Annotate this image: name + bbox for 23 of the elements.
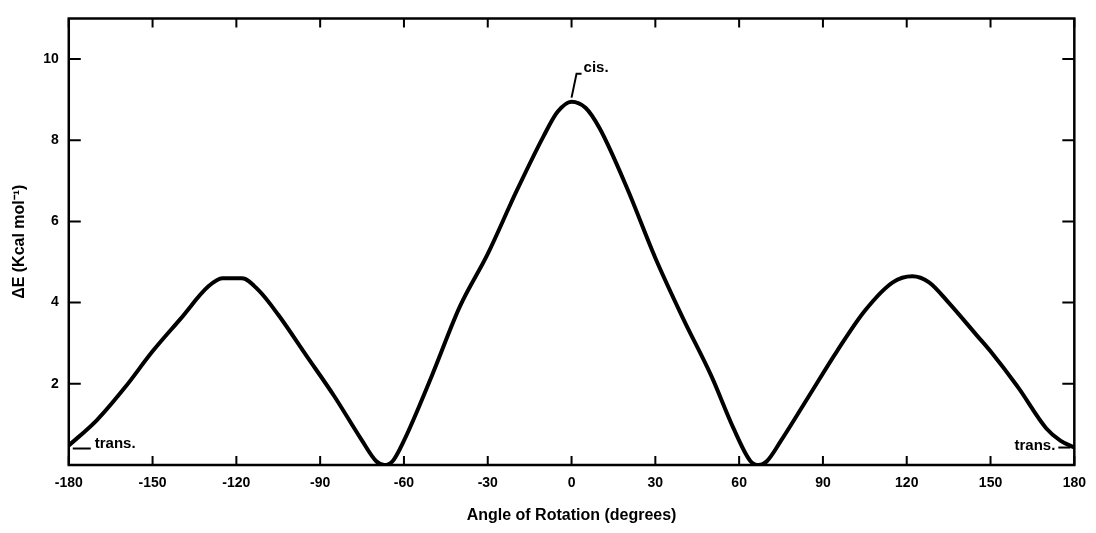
x-axis-title: Angle of Rotation (degrees) xyxy=(466,505,677,523)
y-tick-label: 4 xyxy=(50,293,59,310)
x-tick-label: -180 xyxy=(54,474,83,491)
x-tick-label: -90 xyxy=(310,474,331,491)
x-tick-label: -60 xyxy=(393,474,415,491)
y-tick-label: 2 xyxy=(50,374,59,391)
x-tick-label: 180 xyxy=(1062,474,1087,491)
x-tick-label: 0 xyxy=(567,474,576,491)
annotation: trans. xyxy=(94,433,136,451)
x-tick-label: 150 xyxy=(978,474,1003,491)
y-tick-label: 8 xyxy=(50,131,59,148)
x-tick-label: 60 xyxy=(731,474,748,491)
x-tick-label: 120 xyxy=(895,474,919,491)
x-tick-label: -150 xyxy=(138,474,167,491)
annotation: cis. xyxy=(583,57,609,75)
y-axis-title: ΔE (Kcal mol⁻¹) xyxy=(10,184,28,299)
x-tick-label: 30 xyxy=(647,474,664,491)
y-tick-label: 10 xyxy=(43,49,59,66)
x-tick-label: 90 xyxy=(815,474,831,491)
x-tick-label: -120 xyxy=(222,474,251,491)
annotation: trans. xyxy=(1014,435,1056,453)
x-tick-label: -30 xyxy=(477,474,499,491)
y-tick-label: 6 xyxy=(50,212,59,229)
